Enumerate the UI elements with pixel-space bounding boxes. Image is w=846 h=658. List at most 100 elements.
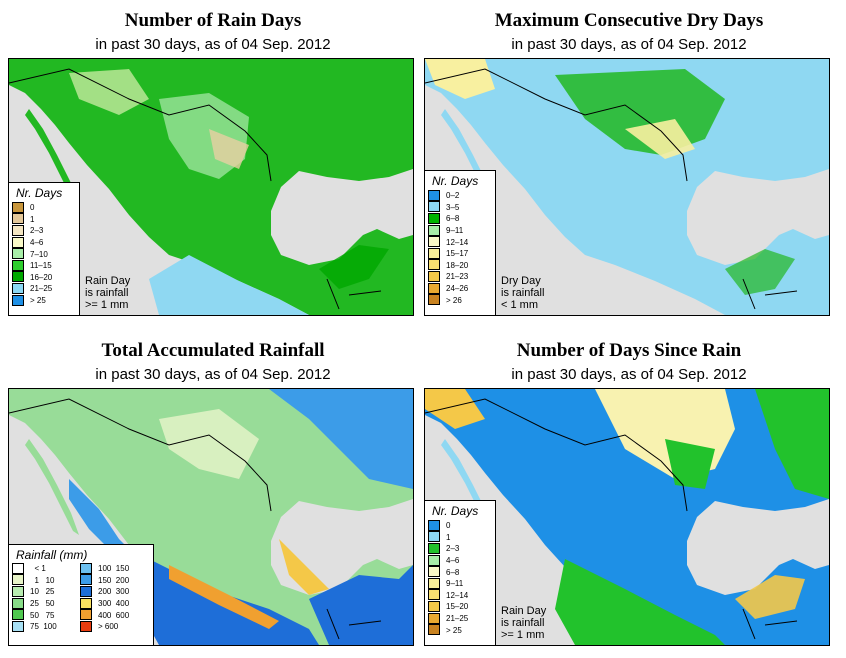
legend-label: 9–11 [446,226,464,236]
legend-label: < 1 [30,564,46,574]
legend-label: 100 150 [98,564,130,574]
legend-label: 4–6 [30,238,44,248]
panel-subtitle: in past 30 days, as of 04 Sep. 2012 [511,36,747,53]
map-days-since-rain: Nr. Days 0 1 2–3 4–6 6–8 9–11 12–14 15–20 21–25 >… [424,388,830,646]
legend-title: Nr. Days [432,174,479,188]
legend-item: 400 600 [80,609,148,621]
legend-item: 18–20 [425,259,495,272]
legend-swatch [12,574,24,586]
legend-label: 3–5 [446,202,460,212]
legend-label: 7–10 [30,249,48,259]
legend-label: 9–11 [446,579,464,589]
legend-label: > 25 [30,296,46,306]
legend-swatch [428,531,440,543]
legend-swatch [428,589,440,601]
legend-item: 200 300 [80,585,148,598]
legend: Nr. Days 0–2 3–5 6–8 9–11 12–14 15–17 18–20 21–… [425,170,496,315]
legend-swatch [12,259,24,271]
legend-swatch [428,259,440,271]
legend-swatch [428,270,440,282]
legend-label: 12–14 [446,590,469,600]
legend-swatch [428,212,440,224]
legend-swatch [12,294,24,306]
legend-item: 9–11 [425,224,495,237]
legend-item: 3–5 [425,201,495,214]
legend-rows: 0 1 2–3 4–6 6–8 9–11 12–14 15–20 21–25 > 25 [425,519,495,636]
legend-item: 6–8 [425,212,495,225]
legend-item: 4–6 [425,554,495,567]
legend: Nr. Days 0 1 2–3 4–6 6–8 9–11 12–14 15–20 21–25 >… [425,500,496,645]
legend-swatch [428,600,440,612]
note-line: >= 1 mm [501,629,545,641]
legend-item: 50 75 [12,609,80,621]
legend-swatch [428,236,440,248]
legend-item: 2–3 [425,542,495,555]
legend-label: 10 25 [30,587,55,597]
legend-item: 21–25 [9,282,79,295]
note-line: is rainfall [501,287,545,299]
legend-label: 50 75 [30,610,55,620]
panel-title: Number of Rain Days [124,10,302,31]
panel-subtitle: in past 30 days, as of 04 Sep. 2012 [95,36,331,53]
panel-title: Number of Days Since Rain [516,340,742,361]
legend-swatch [80,585,92,597]
legend-label: 1 10 [30,575,55,585]
legend-swatch [12,562,24,574]
legend-item: 15–20 [425,600,495,613]
legend-item: 7–10 [9,248,79,260]
legend-item: 25 50 [12,597,80,610]
legend-label: 0–2 [446,191,460,201]
legend-swatch [12,620,24,632]
legend-label: 6–8 [446,567,460,577]
legend-item: 10 25 [12,585,80,598]
legend-swatch [428,542,440,554]
legend-swatch [428,612,440,624]
legend-swatch [428,224,440,236]
map-image [9,389,413,645]
legend-item: > 26 [425,294,495,306]
legend-swatch [428,577,440,589]
legend-label: 0 [446,521,451,531]
legend-item: 21–25 [425,612,495,625]
legend-item: > 600 [80,620,148,633]
legend-swatch [428,189,440,201]
legend-item: 1 10 [12,574,80,587]
legend-label: 25 50 [30,599,55,609]
legend-swatch [80,574,92,586]
legend-swatch [12,597,24,609]
legend-swatch [12,609,24,621]
legend-swatch [12,201,24,213]
legend-item: 0 [9,201,79,214]
legend-swatch [428,282,440,294]
legend-item: 1 [425,531,495,544]
legend-item: 2–3 [9,224,79,237]
legend-item: > 25 [425,624,495,636]
legend-label: 6–8 [446,214,460,224]
legend-swatch [12,213,24,225]
panel-dry-days: Maximum Consecutive Dry Days in past 30 … [424,0,834,318]
legend-label: > 600 [98,622,119,632]
legend-swatch [80,620,92,632]
legend-swatch [428,247,440,259]
legend-label: 16–20 [30,272,53,282]
map-rain-days: Nr. Days 0 1 2–3 4–6 7–10 11–15 16–20 21–25 > 25… [8,58,414,316]
legend-rows: 0–2 3–5 6–8 9–11 12–14 15–17 18–20 21–23 24–26 > … [425,189,495,306]
legend-label: 1 [30,214,35,224]
legend-label: 200 300 [98,587,130,597]
legend-label: 2–3 [30,226,44,236]
note-line: is rainfall [501,617,545,629]
legend-label: 0 [30,203,35,213]
legend-item: 150 200 [80,574,148,587]
note-line: is rainfall [85,287,129,299]
legend: Nr. Days 0 1 2–3 4–6 7–10 11–15 16–20 21–25 > 25 [9,182,80,315]
rain-day-note: Rain Day is rainfall >= 1 mm [85,275,130,311]
legend-item: 300 400 [80,597,148,610]
legend-swatch [12,282,24,294]
legend-item: 11–15 [9,259,79,272]
legend-grid: < 1 100 150 1 10 150 200 10 25 200 300 25 50 3… [12,562,148,633]
note-line: Rain Day [501,605,547,617]
legend-title: Rainfall (mm) [16,548,88,562]
legend-item: 15–17 [425,247,495,260]
legend-swatch [428,201,440,213]
legend-swatch [12,585,24,597]
